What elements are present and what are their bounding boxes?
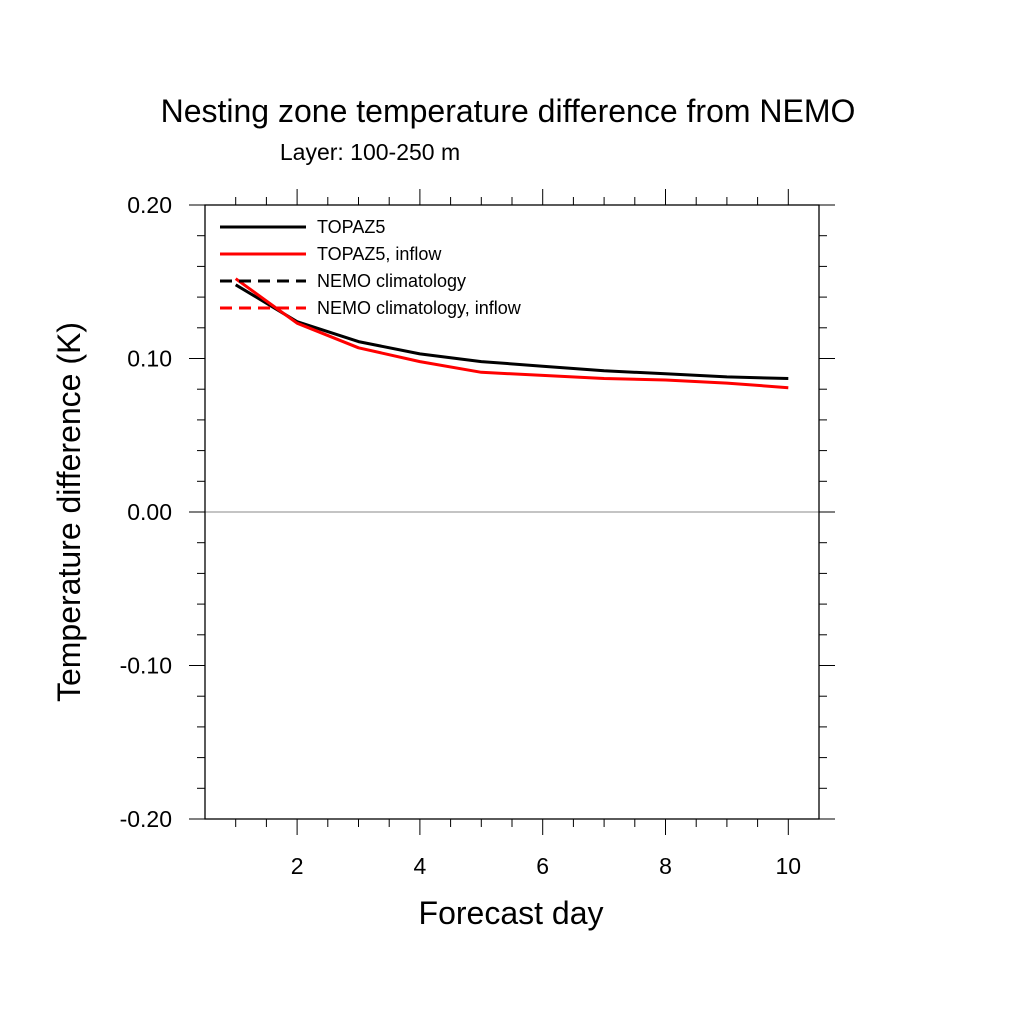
chart-title: Nesting zone temperature difference from… [161,93,856,129]
series-line-2 [234,277,789,390]
y-tick-label: 0.10 [127,346,172,372]
x-tick-label: 4 [414,853,427,879]
legend-label-4: NEMO climatology, inflow [317,298,522,318]
x-tick-label: 10 [776,853,802,879]
legend: TOPAZ5 TOPAZ5, inflow NEMO climatology NEMO… [220,217,522,318]
tick-labels: 2 4 6 8 10 -0.20 -0.10 0.00 0.10 0.20 [120,192,802,879]
legend-label-1: TOPAZ5 [317,217,385,237]
tick-marks [189,189,835,835]
legend-label-2: TOPAZ5, inflow [317,244,442,264]
x-axis-label: Forecast day [419,895,604,931]
series-line-1 [234,283,789,380]
y-tick-label: -0.20 [120,806,172,832]
y-tick-label: 0.20 [127,192,172,218]
y-axis-label: Temperature difference (K) [51,322,87,702]
chart-subtitle: Layer: 100-250 m [280,139,460,165]
x-tick-label: 8 [659,853,672,879]
legend-label-3: NEMO climatology [317,271,466,291]
x-tick-label: 6 [536,853,549,879]
y-tick-label: -0.10 [120,653,172,679]
plot-frame [204,204,820,820]
series-lines [234,277,789,390]
y-tick-label: 0.00 [127,499,172,525]
x-tick-label: 2 [291,853,304,879]
